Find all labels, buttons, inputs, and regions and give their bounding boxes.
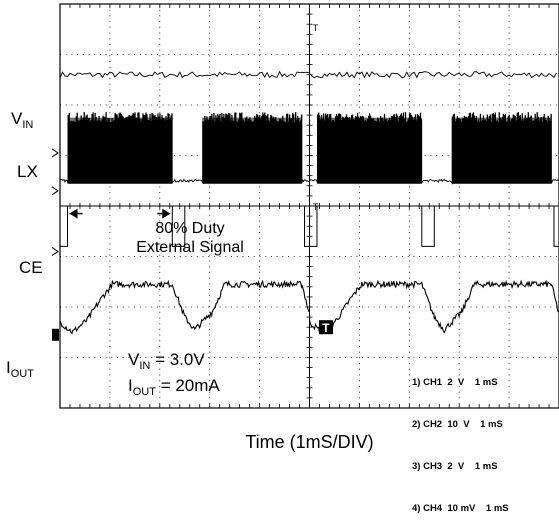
channel-label-iout-sub: OUT [11,368,34,380]
condition-vin: VIN = 3.0V [128,350,220,376]
measurement-ch2: 2) CH2 10 V 1 mS [412,418,509,432]
trace-ce [310,206,559,246]
channel-label-iout: IOUT [6,359,34,380]
channel-label-lx: LX [17,163,38,180]
ce-trigger-marker: T [313,202,319,212]
top-trigger-marker: T [313,23,319,33]
lx-burst-fill [67,118,172,181]
conditions-annotation: VIN = 3.0V IOUT = 20mA [128,350,220,402]
lx-burst-fill [317,118,422,181]
lx-burst-fill [202,118,302,181]
channel-label-vin-sub: IN [22,119,33,131]
channel-label-lx-main: LX [17,162,38,181]
trace-iout [310,281,559,334]
x-axis-label: Time (1mS/DIV) [60,432,559,453]
marker-vin [52,149,58,157]
duty-annotation-line1: 80% Duty [110,219,270,238]
measurement-ch1: 1) CH1 2 V 1 mS [412,376,509,390]
channel-label-vin: VIN [11,110,33,131]
duty-arrowhead-left [69,209,77,219]
lx-burst-fill [452,118,552,181]
channel-label-ce-main: CE [19,258,43,277]
measurement-ch4: 4) CH4 10 mV 1 mS [412,502,509,516]
duty-arrowhead-right [162,209,170,219]
duty-annotation-line2: External Signal [110,238,270,257]
channel-label-vin-main: V [11,109,22,128]
marker-ce [52,247,58,255]
marker-iout [52,329,59,341]
condition-iout: IOUT = 20mA [128,376,220,402]
marker-lx [52,187,58,195]
duty-annotation: 80% Duty External Signal [110,219,270,257]
trigger-marker-label: T [322,321,330,335]
measurement-ch3: 3) CH3 2 V 1 mS [412,460,509,474]
channel-label-ce: CE [19,259,43,276]
